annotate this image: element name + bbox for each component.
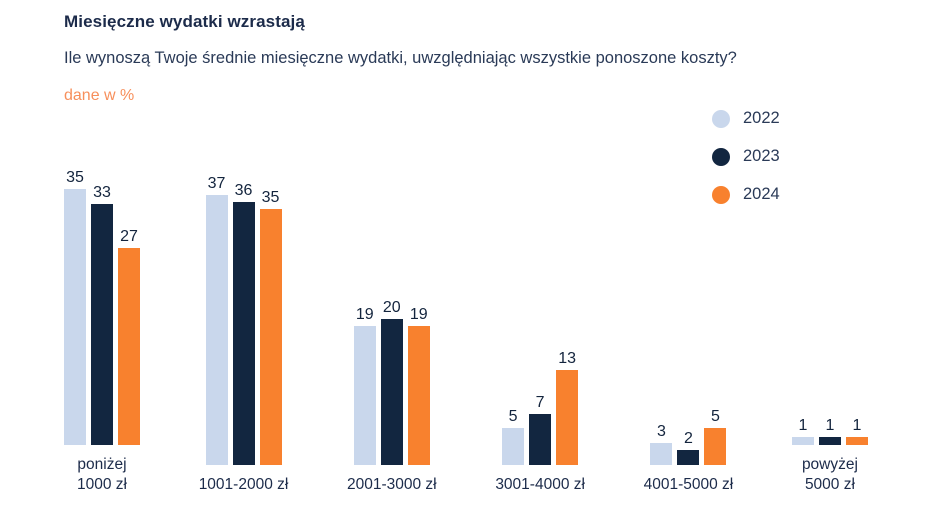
legend-item-2023: 2023 <box>712 147 780 166</box>
bar-column-2023: 1 <box>818 417 841 445</box>
bar-2024 <box>704 428 727 466</box>
bar-2024 <box>259 209 282 466</box>
category-label: 4001-5000 zł <box>643 476 734 494</box>
bar-column-2023: 2 <box>677 430 700 466</box>
bar-value-label: 3 <box>656 423 666 441</box>
bar-group: 3 2 5 4001-5000 zł <box>644 170 734 495</box>
bar-column-2022: 35 <box>64 170 86 445</box>
bar-column-2022: 19 <box>353 306 376 466</box>
legend-label-2023: 2023 <box>743 147 780 165</box>
bar-2024 <box>845 437 868 445</box>
bar-column-2023: 36 <box>232 182 255 466</box>
bar-value-label: 1 <box>825 417 835 434</box>
bar-2024 <box>407 326 430 466</box>
bar-2024 <box>556 370 579 466</box>
bar-value-label: 36 <box>234 182 253 200</box>
bar-2023 <box>380 319 403 466</box>
unit-note: dane w % <box>64 87 135 104</box>
bar-column-2024: 5 <box>704 408 727 466</box>
bar-2022 <box>205 195 228 466</box>
bar-column-2024: 27 <box>118 229 140 445</box>
bar-value-label: 37 <box>207 175 226 193</box>
bar-column-2024: 13 <box>556 350 579 466</box>
bar-value-label: 1 <box>798 417 808 434</box>
category-label: 3001-4000 zł <box>495 476 585 494</box>
bar-value-label: 20 <box>382 299 401 317</box>
legend-item-2024: 2024 <box>712 185 780 204</box>
legend: 2022 2023 2024 <box>712 109 780 204</box>
bar-column-2024: 1 <box>845 417 868 445</box>
bar-group: 1 1 1 powyżej 5000 zł <box>791 150 868 495</box>
bar-cluster: 5 7 13 <box>502 170 579 466</box>
bar-2022 <box>791 437 814 445</box>
bar-column-2024: 35 <box>259 189 282 466</box>
bar-value-label: 27 <box>120 228 138 245</box>
bar-column-2022: 3 <box>650 423 673 466</box>
bar-column-2023: 20 <box>380 299 403 466</box>
bar-column-2022: 5 <box>502 408 525 466</box>
legend-item-2022: 2022 <box>712 109 780 128</box>
bar-value-label: 1 <box>852 417 862 434</box>
bar-column-2023: 7 <box>529 394 552 466</box>
bar-value-label: 13 <box>558 350 577 368</box>
bar-2023 <box>529 414 552 466</box>
category-label: 2001-3000 zł <box>347 476 437 494</box>
bar-value-label: 2 <box>683 430 693 448</box>
bar-group: 19 20 19 2001-3000 zł <box>347 170 437 495</box>
category-label: 1001-2000 zł <box>198 476 289 494</box>
bar-value-label: 33 <box>93 184 111 201</box>
chart-subtitle: Ile wynoszą Twoje średnie miesięczne wyd… <box>64 49 737 67</box>
bar-2023 <box>677 450 700 466</box>
legend-label-2024: 2024 <box>743 185 780 203</box>
bar-2024 <box>118 248 140 445</box>
bar-cluster: 35 33 27 <box>64 150 140 445</box>
bar-group: 5 7 13 3001-4000 zł <box>495 170 585 495</box>
bar-chart: 35 33 27 poniżej 1000 zł 37 36 35 1001-2000 zł 1… <box>64 150 868 495</box>
bar-column-2022: 37 <box>205 175 228 466</box>
bar-2023 <box>91 204 113 445</box>
bar-value-label: 19 <box>409 306 428 324</box>
bar-group: 37 36 35 1001-2000 zł <box>199 170 289 495</box>
bar-2022 <box>64 189 86 445</box>
bar-column-2024: 19 <box>407 306 430 466</box>
bar-2023 <box>232 202 255 466</box>
bar-column-2022: 1 <box>791 417 814 445</box>
bar-value-label: 5 <box>710 408 720 426</box>
bar-value-label: 35 <box>66 169 84 186</box>
legend-dot-2023 <box>712 147 730 166</box>
bar-groups: 35 33 27 poniżej 1000 zł 37 36 35 1001-2000 zł 1… <box>64 150 868 495</box>
bar-cluster: 37 36 35 <box>205 170 282 466</box>
bar-value-label: 35 <box>261 189 280 207</box>
bar-2022 <box>650 443 673 466</box>
bar-value-label: 19 <box>355 306 374 324</box>
legend-dot-2022 <box>712 109 730 128</box>
category-label: poniżej 1000 zł <box>77 456 127 494</box>
bar-cluster: 19 20 19 <box>353 170 430 466</box>
bar-column-2023: 33 <box>91 185 113 445</box>
bar-group: 35 33 27 poniżej 1000 zł <box>64 150 140 495</box>
bar-value-label: 5 <box>508 408 518 426</box>
bar-2022 <box>353 326 376 466</box>
bar-value-label: 7 <box>535 394 545 412</box>
bar-2022 <box>502 428 525 466</box>
bar-2023 <box>818 437 841 445</box>
legend-label-2022: 2022 <box>743 109 780 127</box>
chart-title: Miesięczne wydatki wzrastają <box>64 12 305 31</box>
legend-dot-2024 <box>712 185 730 204</box>
category-label: powyżej 5000 zł <box>801 456 858 494</box>
